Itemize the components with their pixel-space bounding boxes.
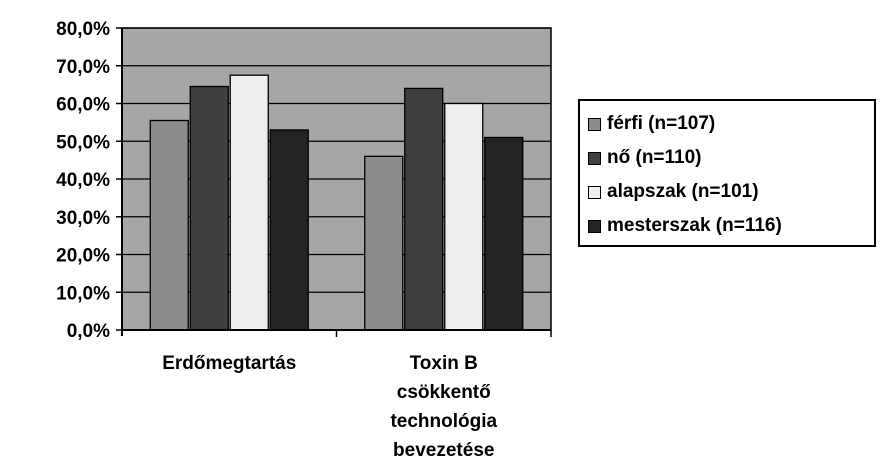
legend-item: férfi (n=107) — [588, 107, 874, 141]
legend-label: alapszak (n=101) — [607, 181, 759, 202]
y-tick-label: 20,0% — [56, 246, 110, 267]
legend-label: férfi (n=107) — [607, 113, 716, 134]
legend-label: nő (n=110) — [607, 147, 702, 168]
legend-item: mesterszak (n=116) — [588, 209, 874, 243]
bar — [149, 119, 189, 331]
legend-item: alapszak (n=101) — [588, 175, 874, 209]
bar — [404, 87, 444, 331]
bar — [484, 136, 524, 331]
y-tick-label: 60,0% — [56, 95, 110, 116]
bar — [269, 129, 309, 331]
bars — [149, 74, 524, 331]
y-tick-label: 40,0% — [56, 170, 110, 191]
bar — [189, 85, 229, 331]
legend-swatch — [588, 151, 601, 165]
y-tick-label: 70,0% — [56, 57, 110, 78]
y-tick-label: 50,0% — [56, 132, 110, 153]
legend: férfi (n=107) nő (n=110) alapszak (n=101) m… — [578, 99, 876, 247]
y-tick-label: 10,0% — [56, 283, 110, 304]
legend-swatch — [588, 185, 601, 199]
legend-swatch — [588, 117, 601, 131]
bar — [444, 102, 484, 331]
y-tick-label: 30,0% — [56, 208, 110, 229]
bar — [364, 155, 404, 331]
legend-label: mesterszak (n=116) — [607, 215, 782, 236]
legend-swatch — [588, 219, 601, 233]
y-axis-ticks: 0,0% 10,0% 20,0% 30,0% 40,0% 50,0% 60,0% 70,0% 8… — [56, 19, 122, 342]
y-tick-label: 80,0% — [56, 19, 110, 40]
y-tick-label: 0,0% — [67, 321, 110, 342]
legend-item: nő (n=110) — [588, 141, 874, 175]
bar — [229, 74, 269, 331]
x-category-label: Erdőmegtartás — [162, 353, 296, 374]
